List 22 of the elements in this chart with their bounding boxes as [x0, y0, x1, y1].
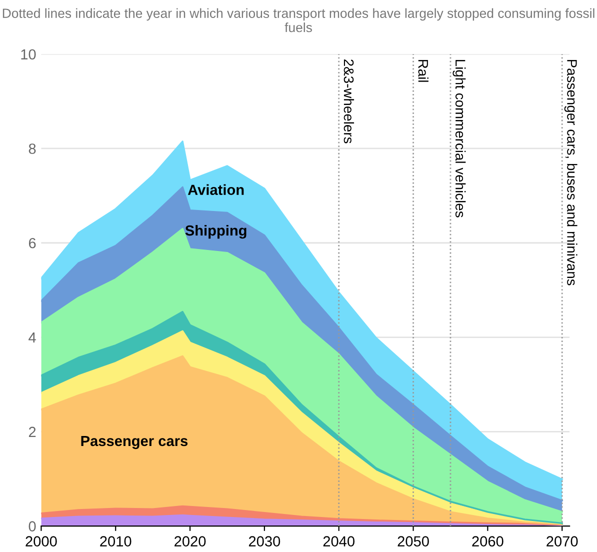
x-tick-label: 2000: [26, 536, 57, 546]
y-tick-label: 8: [28, 144, 36, 154]
x-tick-label: 2010: [100, 536, 132, 546]
y-tick-label: 10: [21, 49, 36, 60]
x-tick-label: 2050: [398, 536, 429, 546]
ref-line-label: 2&3-wheelers: [344, 60, 354, 144]
ref-line-label: Passenger cars, buses and minivans: [564, 60, 578, 286]
y-tick-label: 4: [28, 332, 36, 343]
x-tick-label: 2020: [174, 536, 206, 546]
x-tick-label: 2060: [472, 536, 504, 546]
x-tick-label: 2040: [323, 536, 355, 546]
y-tick-label: 6: [28, 238, 36, 248]
x-tick-label: 2030: [248, 536, 280, 546]
series-label: Aviation: [188, 184, 244, 195]
x-tick-label: 2070: [546, 536, 578, 546]
chart-subtitle: Dotted lines indicate the year in which various transport modes have largely stopped consuming fossil fuels: [2, 8, 594, 32]
ref-line-label: Rail: [418, 60, 428, 82]
ref-line-label: Light commercial vehicles: [452, 60, 466, 218]
y-tick-label: 0: [28, 521, 36, 532]
series-label: Passenger cars: [81, 436, 188, 450]
series-label: Shipping: [185, 224, 246, 239]
y-tick-label: 2: [28, 426, 36, 437]
